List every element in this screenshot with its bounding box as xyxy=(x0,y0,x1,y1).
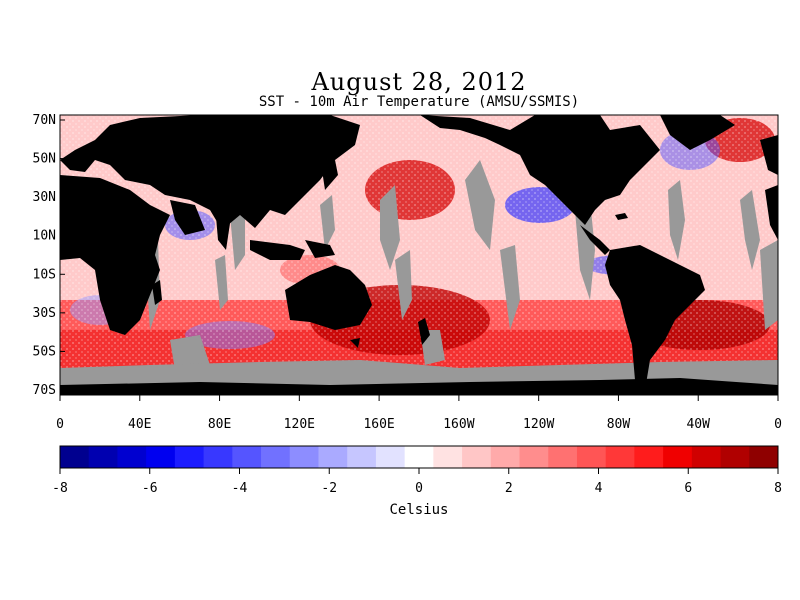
colorbar-tick-label: 6 xyxy=(684,481,692,496)
colorbar-swatch xyxy=(576,446,607,468)
map-area xyxy=(60,115,778,395)
colorbar-swatch xyxy=(691,446,722,468)
colorbar-swatch xyxy=(232,446,262,468)
antarctica xyxy=(60,378,778,395)
colorbar-swatch xyxy=(347,446,377,468)
colorbar-swatch xyxy=(60,446,90,468)
colorbar-swatch xyxy=(203,446,233,468)
colorbar-swatch xyxy=(634,446,664,468)
colorbar-swatch xyxy=(548,446,578,468)
colorbar-unit-label: Celsius xyxy=(389,502,449,518)
latitude-axis: 70N 50N 30N 10N 10S 30S 50S 70S xyxy=(33,113,65,398)
colorbar-swatch xyxy=(404,446,434,468)
colorbar-tick-label: 2 xyxy=(505,481,513,496)
colorbar-tick-label: 4 xyxy=(595,481,603,496)
colorbar-swatch xyxy=(289,446,319,468)
lon-tick-label: 40W xyxy=(686,417,710,432)
colorbar-swatch xyxy=(261,446,291,468)
lat-tick-label: 10N xyxy=(33,229,56,244)
map-frame xyxy=(59,114,779,396)
lon-tick-label: 120E xyxy=(284,417,315,432)
colorbar-swatch xyxy=(174,446,205,468)
colorbar-swatch xyxy=(146,446,176,468)
colorbar-swatch xyxy=(519,446,549,468)
lat-tick-label: 30N xyxy=(33,190,56,205)
colorbar: -8 -6 -4 -2 0 2 4 6 8 xyxy=(52,445,782,496)
lon-tick-label: 80E xyxy=(208,417,231,432)
lon-tick-label: 0 xyxy=(774,417,782,432)
lat-tick-label: 30S xyxy=(33,306,56,321)
lat-tick-label: 10S xyxy=(33,267,56,282)
colorbar-swatch xyxy=(605,446,635,468)
colorbar-tick-label: -2 xyxy=(321,481,337,496)
colorbar-swatch xyxy=(433,446,463,468)
colorbar-tick-label: -8 xyxy=(52,481,68,496)
colorbar-tick-label: -6 xyxy=(142,481,158,496)
map-title: August 28, 2012 xyxy=(311,68,527,96)
colorbar-swatch xyxy=(663,446,693,468)
lon-tick-label: 80W xyxy=(607,417,631,432)
lon-tick-label: 0 xyxy=(56,417,64,432)
land-masses xyxy=(60,115,778,390)
lon-tick-label: 160E xyxy=(363,417,394,432)
colorbar-swatch xyxy=(88,446,118,468)
colorbar-tick-label: -4 xyxy=(232,481,248,496)
map-subtitle: SST - 10m Air Temperature (AMSU/SSMIS) xyxy=(258,94,580,110)
colorbar-swatch xyxy=(117,446,147,468)
colorbar-tick-label: 0 xyxy=(415,481,423,496)
lat-tick-label: 50S xyxy=(33,344,56,359)
lon-tick-label: 120W xyxy=(523,417,554,432)
colorbar-swatch xyxy=(490,446,521,468)
lat-tick-label: 70S xyxy=(33,383,56,398)
colorbar-swatch xyxy=(318,446,348,468)
longitude-axis: 0 40E 80E 120E 160E 160W 120W 80W 40W 0 xyxy=(56,395,782,432)
lon-tick-label: 40E xyxy=(128,417,151,432)
lat-tick-label: 70N xyxy=(33,113,56,128)
lat-tick-label: 50N xyxy=(33,152,56,167)
colorbar-swatch xyxy=(375,446,406,468)
colorbar-swatch xyxy=(720,446,750,468)
colorbar-tick-label: 8 xyxy=(774,481,782,496)
colorbar-swatch xyxy=(462,446,492,468)
lon-tick-label: 160W xyxy=(443,417,474,432)
colorbar-swatch xyxy=(749,446,779,468)
